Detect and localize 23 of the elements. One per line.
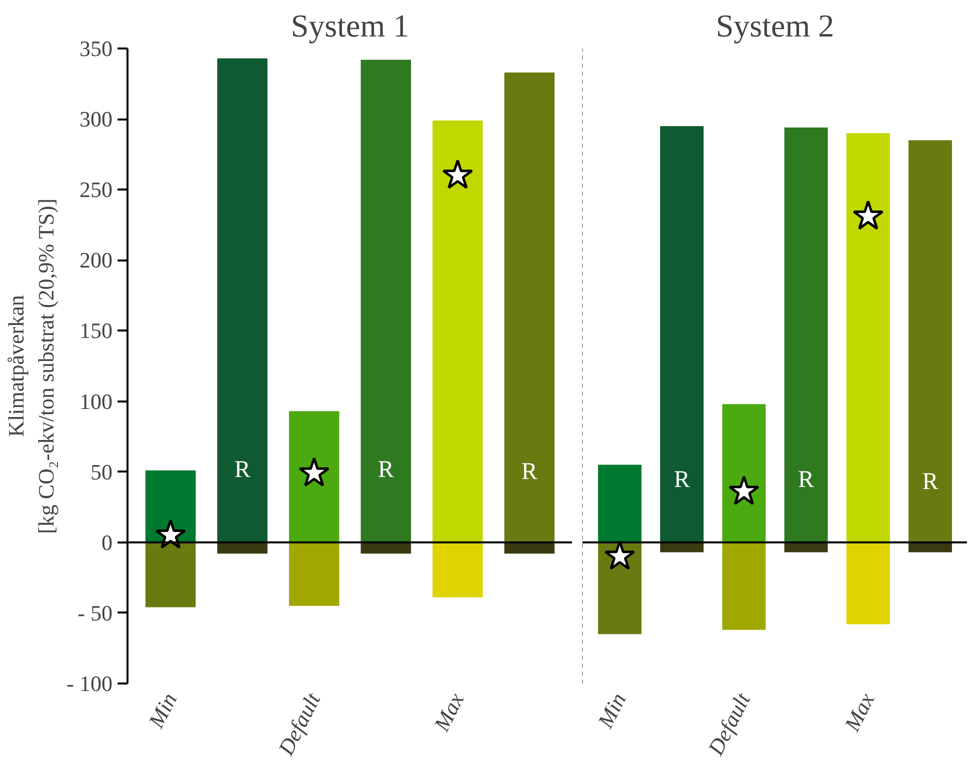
data-label: R [674,466,690,493]
data-label: R [922,469,938,496]
data-label: R [378,457,394,483]
y-tick-label: 100 [80,388,112,414]
data-label: R [234,456,250,483]
chart-title: System 2 [716,8,834,44]
y-tick-label: 350 [80,36,112,61]
chart-title: System 1 [290,8,410,44]
y-tick-label: - 100 [66,671,112,696]
data-label: R [521,458,538,485]
y-tick-label: 50 [90,459,112,484]
data-label: R [798,467,814,494]
y-tick-label: 300 [80,106,112,132]
x-tick-label: Max [428,688,469,736]
y-tick-label: - 50 [78,600,112,626]
x-tick-label: Max [838,688,880,736]
y-tick-label: 0 [102,530,112,555]
y-tick-label: 150 [80,318,112,344]
y-axis-title: Klimatpåverkan [kg CO₂-ekv/ton substrat (20,9% TS)] [4,198,59,534]
x-tick-label: Min [592,688,631,733]
y-tick-label: 250 [80,177,112,202]
x-tick-label: Min [142,688,182,733]
y-tick-label: 200 [80,248,112,273]
